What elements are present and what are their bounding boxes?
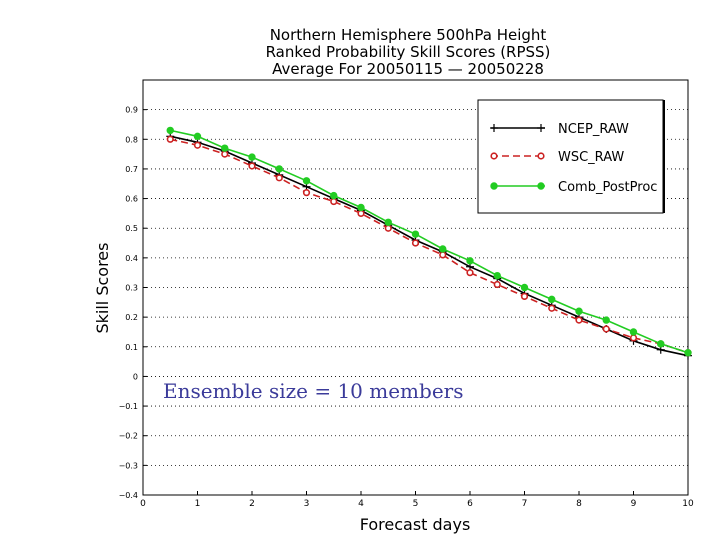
data-point <box>275 165 283 173</box>
data-point <box>330 191 338 200</box>
series-line <box>170 129 689 354</box>
y-tick-label: 0.6 <box>125 195 138 204</box>
data-point <box>657 340 665 348</box>
y-tick-label: 0.8 <box>125 135 138 144</box>
y-tick-label: 0.1 <box>125 343 138 352</box>
x-tick-label: 2 <box>249 499 255 509</box>
data-point <box>357 209 365 217</box>
x-tick-label: 4 <box>358 499 364 509</box>
legend-marker <box>537 152 545 160</box>
legend-item: Comb_PostProc <box>490 180 657 195</box>
series-layer <box>166 126 692 360</box>
data-point <box>384 218 392 226</box>
y-tick-label: 0.9 <box>125 106 138 115</box>
legend-shadow <box>663 100 665 213</box>
legend-label: Comb_PostProc <box>558 180 657 195</box>
y-tick-label: −0.4 <box>119 491 138 500</box>
data-point <box>439 251 447 259</box>
data-point <box>575 316 583 324</box>
data-point <box>302 177 311 185</box>
data-point <box>248 162 256 170</box>
x-tick-label: 9 <box>631 499 637 509</box>
y-tick-label: 0.4 <box>125 254 138 263</box>
series-line <box>170 135 689 357</box>
data-point <box>193 132 202 141</box>
y-tick-label: 0.7 <box>125 165 138 174</box>
data-point <box>684 349 692 357</box>
x-tick-label: 7 <box>522 499 528 509</box>
series-comb-postproc <box>166 126 692 357</box>
data-point <box>466 269 474 277</box>
x-tick-label: 5 <box>413 499 419 509</box>
y-tick-label: 0.2 <box>125 313 138 322</box>
data-point <box>575 307 583 315</box>
x-tick-label: 3 <box>304 499 310 509</box>
data-point <box>411 230 420 238</box>
data-point <box>439 245 447 253</box>
chart-title: Northern Hemisphere 500hPa Height Ranked… <box>266 26 551 78</box>
x-tick-label: 8 <box>576 499 582 509</box>
data-point <box>193 141 202 149</box>
y-tick-label: 0.5 <box>125 224 138 233</box>
y-tick-label: 0 <box>133 372 138 381</box>
data-point <box>330 197 338 206</box>
data-point <box>493 271 501 280</box>
ensemble-size-annotation: Ensemble size = 10 members <box>163 379 463 403</box>
data-point <box>411 239 420 247</box>
data-point <box>384 224 392 232</box>
x-tick-label: 10 <box>682 499 694 509</box>
y-tick-label: −0.2 <box>119 432 138 441</box>
y-tick-label: −0.1 <box>119 402 138 411</box>
legend-label: WSC_RAW <box>558 150 624 165</box>
y-tick-label: −0.3 <box>119 461 138 470</box>
legend-marker <box>490 124 498 132</box>
x-tick-labels: 0 1 2 3 4 5 6 7 8 9 10 <box>140 499 694 509</box>
y-tick-label: 0.3 <box>125 284 138 293</box>
data-point <box>166 126 174 135</box>
legend-marker <box>537 124 545 132</box>
legend-item: WSC_RAW <box>490 150 624 165</box>
x-tick-label: 1 <box>195 499 201 509</box>
legend-item: NCEP_RAW <box>490 122 629 137</box>
x-tick-label: 0 <box>140 499 146 509</box>
data-point <box>520 292 529 300</box>
data-point <box>275 174 283 182</box>
data-point <box>602 316 610 324</box>
x-axis-title: Forecast days <box>360 515 471 534</box>
data-point <box>548 295 556 304</box>
data-point <box>466 257 474 265</box>
data-point <box>302 189 311 197</box>
data-point <box>602 325 610 333</box>
data-point <box>493 280 501 289</box>
data-point <box>248 153 256 161</box>
data-point <box>357 203 365 212</box>
data-point <box>520 283 529 292</box>
x-tick-label: 6 <box>467 499 473 509</box>
title-line-2: Ranked Probability Skill Scores (RPSS) <box>266 43 551 61</box>
grid-layer <box>142 109 689 496</box>
y-tick-labels: −0.4 −0.3 −0.2 −0.1 0 0.1 0.2 0.3 0.4 0.5 0.6 0.7 0.… <box>119 106 138 500</box>
legend-marker <box>490 152 498 160</box>
data-point <box>166 135 174 143</box>
data-point <box>629 328 638 336</box>
title-line-1: Northern Hemisphere 500hPa Height <box>270 26 547 44</box>
y-axis-title: Skill Scores <box>93 243 112 334</box>
title-line-3: Average For 20050115 — 20050228 <box>272 60 544 78</box>
legend-label: NCEP_RAW <box>558 122 629 137</box>
data-point <box>548 304 556 312</box>
data-point <box>221 144 229 152</box>
data-point <box>221 150 229 158</box>
data-point <box>629 334 638 342</box>
legend: NCEP_RAW WSC_RAW Comb_PostProc <box>477 99 665 214</box>
legend-marker <box>537 182 545 190</box>
series-line <box>170 138 689 354</box>
legend-marker <box>490 182 498 190</box>
